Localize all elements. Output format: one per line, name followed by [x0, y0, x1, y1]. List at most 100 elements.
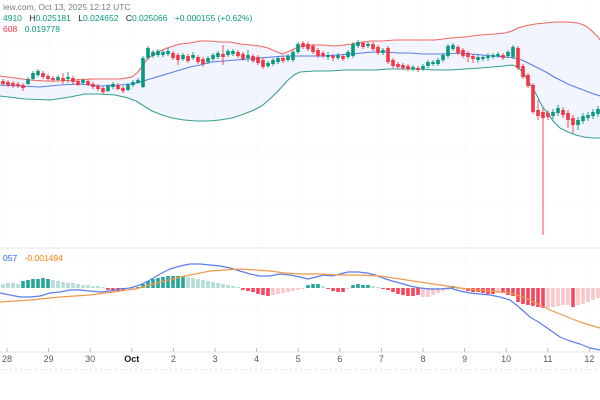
candle-body [116, 85, 120, 89]
candle-body [91, 84, 95, 87]
candle-body [16, 84, 20, 86]
macd-histogram-bar [16, 284, 20, 288]
candle-body [511, 47, 515, 57]
candle-body [586, 115, 590, 118]
watermark-timestamp: iew.com, Oct 13, 2025 12:12 UTC [3, 2, 131, 12]
high-label: H [29, 13, 36, 23]
axis-label-7: 7 [378, 354, 384, 364]
candle-body [56, 77, 60, 80]
macd-histogram-bar [441, 288, 445, 291]
axis-label-28: 28 [1, 354, 13, 364]
axis-label-8: 8 [420, 354, 426, 364]
macd-histogram-bar [421, 288, 425, 297]
candle-body [1, 81, 5, 84]
macd-histogram-bar [251, 288, 255, 292]
macd-histogram-bar [576, 288, 580, 305]
macd-histogram-bar [466, 288, 470, 291]
candle-body [291, 52, 295, 60]
candle-body [71, 78, 75, 82]
macd-signal-line [0, 268, 600, 329]
macd-histogram-bar [496, 288, 500, 293]
candle-body [581, 116, 585, 121]
close-value: 0.025066 [131, 13, 168, 23]
candle-body [371, 44, 375, 49]
axis-label-3: 3 [212, 354, 218, 364]
candle-body [466, 53, 470, 57]
macd-histogram-bar [346, 288, 350, 289]
candle-body [551, 112, 555, 116]
macd-histogram-bar [471, 288, 475, 292]
candle-body [261, 60, 265, 67]
macd-histogram-bar [91, 286, 95, 288]
candle-body [216, 53, 220, 57]
macd-histogram-bar [541, 288, 545, 308]
axis-label-11: 11 [543, 354, 553, 364]
candle-body [311, 46, 315, 52]
candle-body [331, 56, 335, 58]
candle-body [236, 52, 240, 56]
candle-body [111, 84, 115, 87]
candle-body [41, 73, 45, 77]
macd-histogram-bar [76, 284, 80, 288]
macd-histogram-bar [381, 288, 385, 289]
candle-body [101, 88, 105, 92]
macd-histogram-bar [551, 288, 555, 307]
candle-body [11, 83, 15, 86]
macd-histogram-bar [581, 288, 585, 304]
candle-body [106, 86, 110, 91]
macd-histogram-bar [416, 288, 420, 295]
macd-histogram-bar [356, 284, 360, 288]
bollinger-fill [0, 22, 600, 138]
candle-body [306, 44, 310, 49]
macd-histogram-bar [206, 281, 210, 288]
macd-histogram-bar [446, 288, 450, 290]
macd-histogram-bar [411, 288, 415, 296]
candle-body [96, 86, 100, 89]
bb-lower-value: 0.019778 [24, 24, 61, 34]
candle-body [476, 57, 480, 60]
candle-body [211, 55, 215, 59]
macd-histogram-bar [51, 280, 55, 288]
candle-body [6, 82, 10, 85]
candle-body [231, 51, 235, 54]
candle-body [596, 109, 600, 114]
macd-histogram-bar [586, 288, 590, 302]
macd-histogram-bar [236, 287, 240, 288]
candle-body [481, 57, 485, 59]
candle-body [66, 77, 70, 79]
axis-label-oct: Oct [124, 354, 140, 364]
macd-histogram-bar [306, 285, 310, 288]
candle-body [361, 43, 365, 47]
macd-histogram-bar [376, 287, 380, 288]
time-axis[interactable]: 28 29 30 Oct 2 3 4 5 6 7 8 9 10 11 12 [0, 354, 600, 368]
candle-body [521, 66, 525, 77]
macd-histogram-bar [11, 283, 15, 288]
macd-histogram-bar [426, 288, 430, 297]
candle-body [416, 68, 420, 70]
bollinger-readout: 608 0.019778 [3, 24, 60, 34]
macd-histogram-bar [561, 288, 565, 305]
macd-histogram-bar [401, 288, 405, 295]
macd-histogram-bar [181, 276, 185, 288]
candle-body [436, 60, 440, 64]
candle-body [46, 76, 50, 79]
change-value: +0.000155 (+0.62%) [174, 13, 253, 23]
macd-histogram-bar [171, 276, 175, 288]
candle-body [531, 85, 535, 112]
macd-histogram-bar [241, 288, 245, 290]
bollinger-lower-band [0, 64, 600, 139]
candle-body [276, 58, 280, 62]
bollinger-upper-band [0, 21, 600, 82]
candle-body [366, 44, 370, 46]
macd-histogram-bar [101, 287, 105, 288]
macd-histogram-bar [361, 285, 365, 288]
macd-histogram-bar [321, 286, 325, 288]
candle-body [51, 78, 55, 80]
macd-histogram-bar [296, 288, 300, 290]
macd-histogram-bar [201, 280, 205, 288]
candle-body [516, 48, 520, 68]
macd-histogram-bar [571, 288, 575, 307]
macd-histogram-bar [216, 283, 220, 288]
